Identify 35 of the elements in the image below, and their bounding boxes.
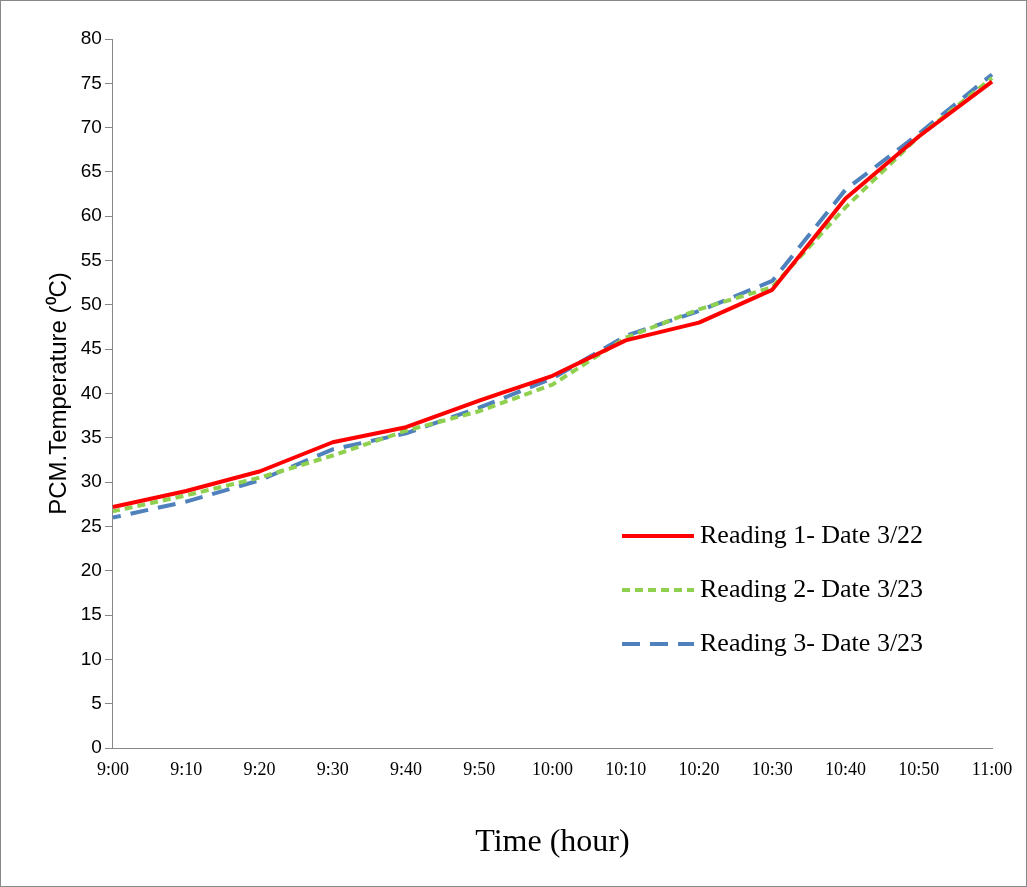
- y-tick-label: 75: [80, 71, 102, 93]
- y-tick-label: 55: [80, 248, 102, 270]
- x-tick-label: 10:20: [678, 758, 720, 779]
- y-tick-label: 35: [80, 426, 102, 448]
- x-tick-label: 9:10: [170, 758, 203, 779]
- y-tick-label: 10: [80, 647, 102, 669]
- y-tick-label: 0: [91, 736, 102, 758]
- y-tick-label: 50: [80, 293, 102, 315]
- y-tick-label: 20: [80, 558, 102, 580]
- y-tick-label: 45: [80, 337, 102, 359]
- y-tick-label: 65: [80, 160, 102, 182]
- legend-label: Reading 2- Date 3/23: [700, 573, 924, 603]
- x-tick-label: 10:50: [898, 758, 940, 779]
- y-tick-label: 40: [80, 381, 102, 403]
- x-tick-label: 11:00: [971, 758, 1013, 779]
- y-tick-label: 60: [80, 204, 102, 226]
- x-tick-label: 9:40: [389, 758, 422, 779]
- y-tick-label: 70: [80, 115, 102, 137]
- x-tick-label: 9:00: [96, 758, 129, 779]
- x-axis-title: Time (hour): [475, 822, 630, 859]
- x-tick-label: 10:30: [751, 758, 793, 779]
- x-tick-label: 9:20: [243, 758, 276, 779]
- y-tick-label: 25: [80, 514, 102, 536]
- legend-label: Reading 1- Date 3/22: [700, 519, 924, 549]
- y-tick-label: 5: [91, 691, 102, 713]
- y-axis-title: PCM.Temperature (⁰C): [44, 272, 72, 515]
- x-tick-label: 10:00: [531, 758, 573, 779]
- legend-label: Reading 3- Date 3/23: [700, 627, 924, 657]
- x-tick-label: 9:50: [463, 758, 496, 779]
- y-tick-label: 30: [80, 470, 102, 492]
- x-tick-label: 9:30: [316, 758, 349, 779]
- x-tick-label: 10:10: [605, 758, 647, 779]
- x-tick-label: 10:40: [824, 758, 866, 779]
- y-tick-label: 80: [80, 27, 102, 49]
- y-tick-label: 15: [80, 603, 102, 625]
